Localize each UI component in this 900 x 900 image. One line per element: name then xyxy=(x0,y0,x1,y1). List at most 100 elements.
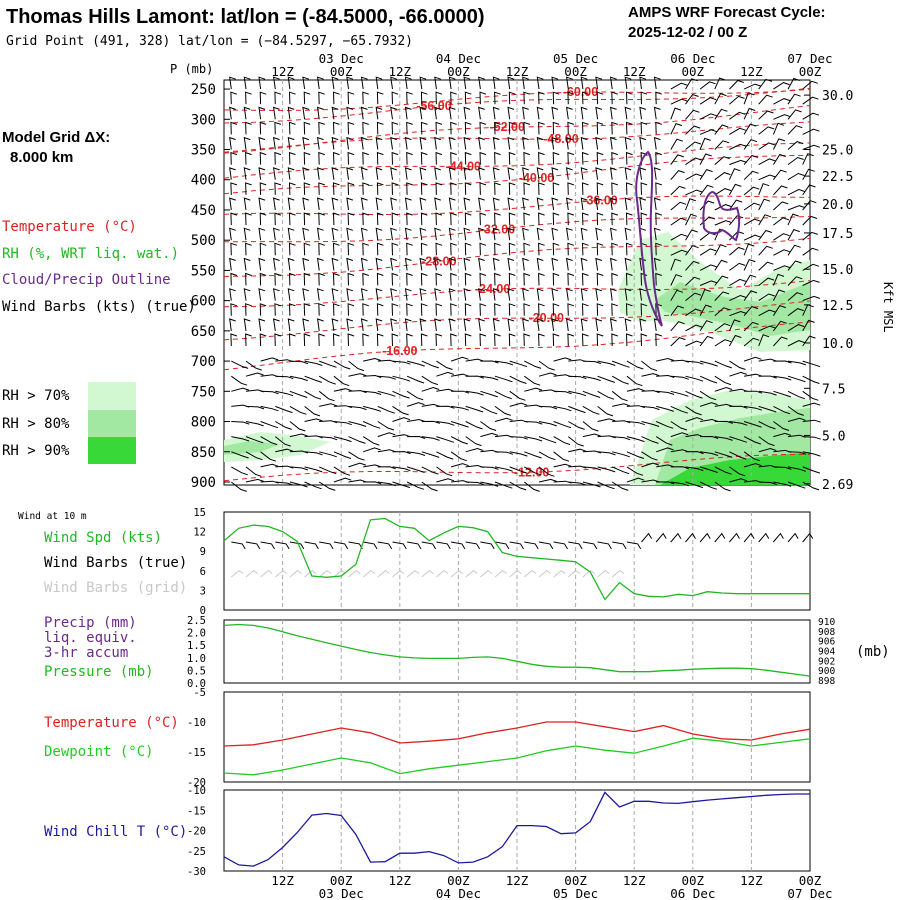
wind-barb xyxy=(536,288,544,301)
wind-barb xyxy=(714,220,733,226)
wind-barb xyxy=(773,432,792,438)
wind-barb-grid xyxy=(494,569,507,578)
legend-wind-barbs: Wind Barbs (kts) (true) xyxy=(2,299,196,315)
wind-barb xyxy=(728,334,742,347)
wind-barb xyxy=(318,212,325,226)
wind-barb xyxy=(450,151,457,165)
wind-barb xyxy=(304,418,323,422)
wind-barb xyxy=(245,212,252,226)
wind-barb xyxy=(419,197,427,211)
cross-section: -60.00-56.00-52.00-48.00-44.00-40.00-36.… xyxy=(191,76,895,493)
wind-barb xyxy=(465,481,484,485)
wind-barb xyxy=(523,242,531,256)
wind-barb-true xyxy=(758,532,770,543)
wind-barb xyxy=(699,264,717,271)
height-tick-label: 30.0 xyxy=(822,89,853,104)
wind-barb xyxy=(450,303,457,316)
wind-barb xyxy=(567,91,575,105)
wind-barb xyxy=(509,436,528,440)
wind-barb xyxy=(509,360,528,368)
wind-barb xyxy=(523,272,531,286)
wind-barb xyxy=(787,324,805,332)
wind-barb xyxy=(612,451,630,458)
wind-barb xyxy=(479,121,487,135)
wind-barb xyxy=(653,136,661,150)
legend-dewpoint: Dewpoint (°C) xyxy=(44,744,154,760)
wind-barb xyxy=(420,182,428,195)
wind-barb xyxy=(392,451,411,455)
pressure-tick-label: 908 xyxy=(818,627,835,638)
wind-barb xyxy=(258,288,266,301)
wind-barb xyxy=(729,127,746,135)
wind-barb xyxy=(685,229,698,241)
wind-barb xyxy=(316,76,324,90)
wind-barb xyxy=(332,91,340,105)
wind-barb xyxy=(492,76,500,90)
wind-barb xyxy=(463,227,471,241)
wind-barb-true xyxy=(289,541,305,550)
wind-barb xyxy=(436,371,454,377)
wind-barb xyxy=(450,212,457,226)
wind-barb xyxy=(332,242,340,256)
wind-barb xyxy=(450,356,469,362)
wind-barb xyxy=(231,387,250,392)
wind-barb xyxy=(289,421,306,432)
wind-barb xyxy=(332,212,340,226)
wind-barb xyxy=(436,360,453,370)
dewpoint-line xyxy=(223,737,811,776)
wind-barb xyxy=(302,227,310,241)
wind-barb xyxy=(787,466,806,472)
wind-barb xyxy=(611,182,618,195)
wind-barb xyxy=(478,136,485,150)
wind-barb xyxy=(758,325,776,332)
wind-barb xyxy=(743,421,762,428)
wind-barb xyxy=(465,421,483,430)
wind-barb xyxy=(787,481,806,489)
wind-barb xyxy=(346,167,354,180)
wind-barb xyxy=(375,197,383,211)
wind-barb xyxy=(421,436,440,441)
wind-barb-grid xyxy=(231,569,244,578)
wind-barb xyxy=(243,136,251,150)
wind-barb xyxy=(259,333,267,347)
wind-barb xyxy=(464,333,472,347)
wind-barb xyxy=(670,466,689,470)
time-tick-label-bottom: 12Z xyxy=(623,873,646,888)
wind-barb xyxy=(609,76,617,90)
wind-barb xyxy=(699,169,713,180)
wind-barb xyxy=(287,167,295,180)
wind-barb xyxy=(655,333,662,347)
wind-barb xyxy=(318,375,336,385)
wind-barb xyxy=(303,303,311,316)
wind-barb xyxy=(758,174,776,181)
wind-barb xyxy=(435,303,443,316)
wind-barb xyxy=(464,182,472,195)
wind-barb xyxy=(243,257,251,271)
wind-barb xyxy=(596,121,604,135)
wind-barb xyxy=(787,276,803,286)
wind-barb xyxy=(538,360,555,371)
wind-barb xyxy=(580,106,588,120)
wind-barb xyxy=(772,289,786,301)
wind-barb xyxy=(494,151,501,165)
wind-barb xyxy=(346,288,354,301)
wind-barb xyxy=(331,76,339,90)
pressure-tick-label: 900 xyxy=(818,666,835,677)
wind-barb xyxy=(390,106,397,120)
height-tick-label: 17.5 xyxy=(822,227,853,242)
wind-barb xyxy=(377,375,396,380)
wind-barb xyxy=(758,390,777,396)
windchill-panel: -30 -25 -20 -15 -10 xyxy=(187,785,811,878)
wind-barb xyxy=(406,481,425,490)
wind-barb xyxy=(522,288,529,301)
wind-barb xyxy=(553,421,572,429)
wind-barb xyxy=(685,109,700,120)
wind-barb xyxy=(685,434,704,438)
wind-barb xyxy=(729,95,745,105)
wind-barb xyxy=(597,406,614,417)
wind-barb-true xyxy=(304,541,319,550)
wind-barb xyxy=(568,375,587,380)
wind-barb xyxy=(390,167,397,180)
wind-speed-series xyxy=(223,517,810,601)
wind-barb xyxy=(464,303,472,316)
